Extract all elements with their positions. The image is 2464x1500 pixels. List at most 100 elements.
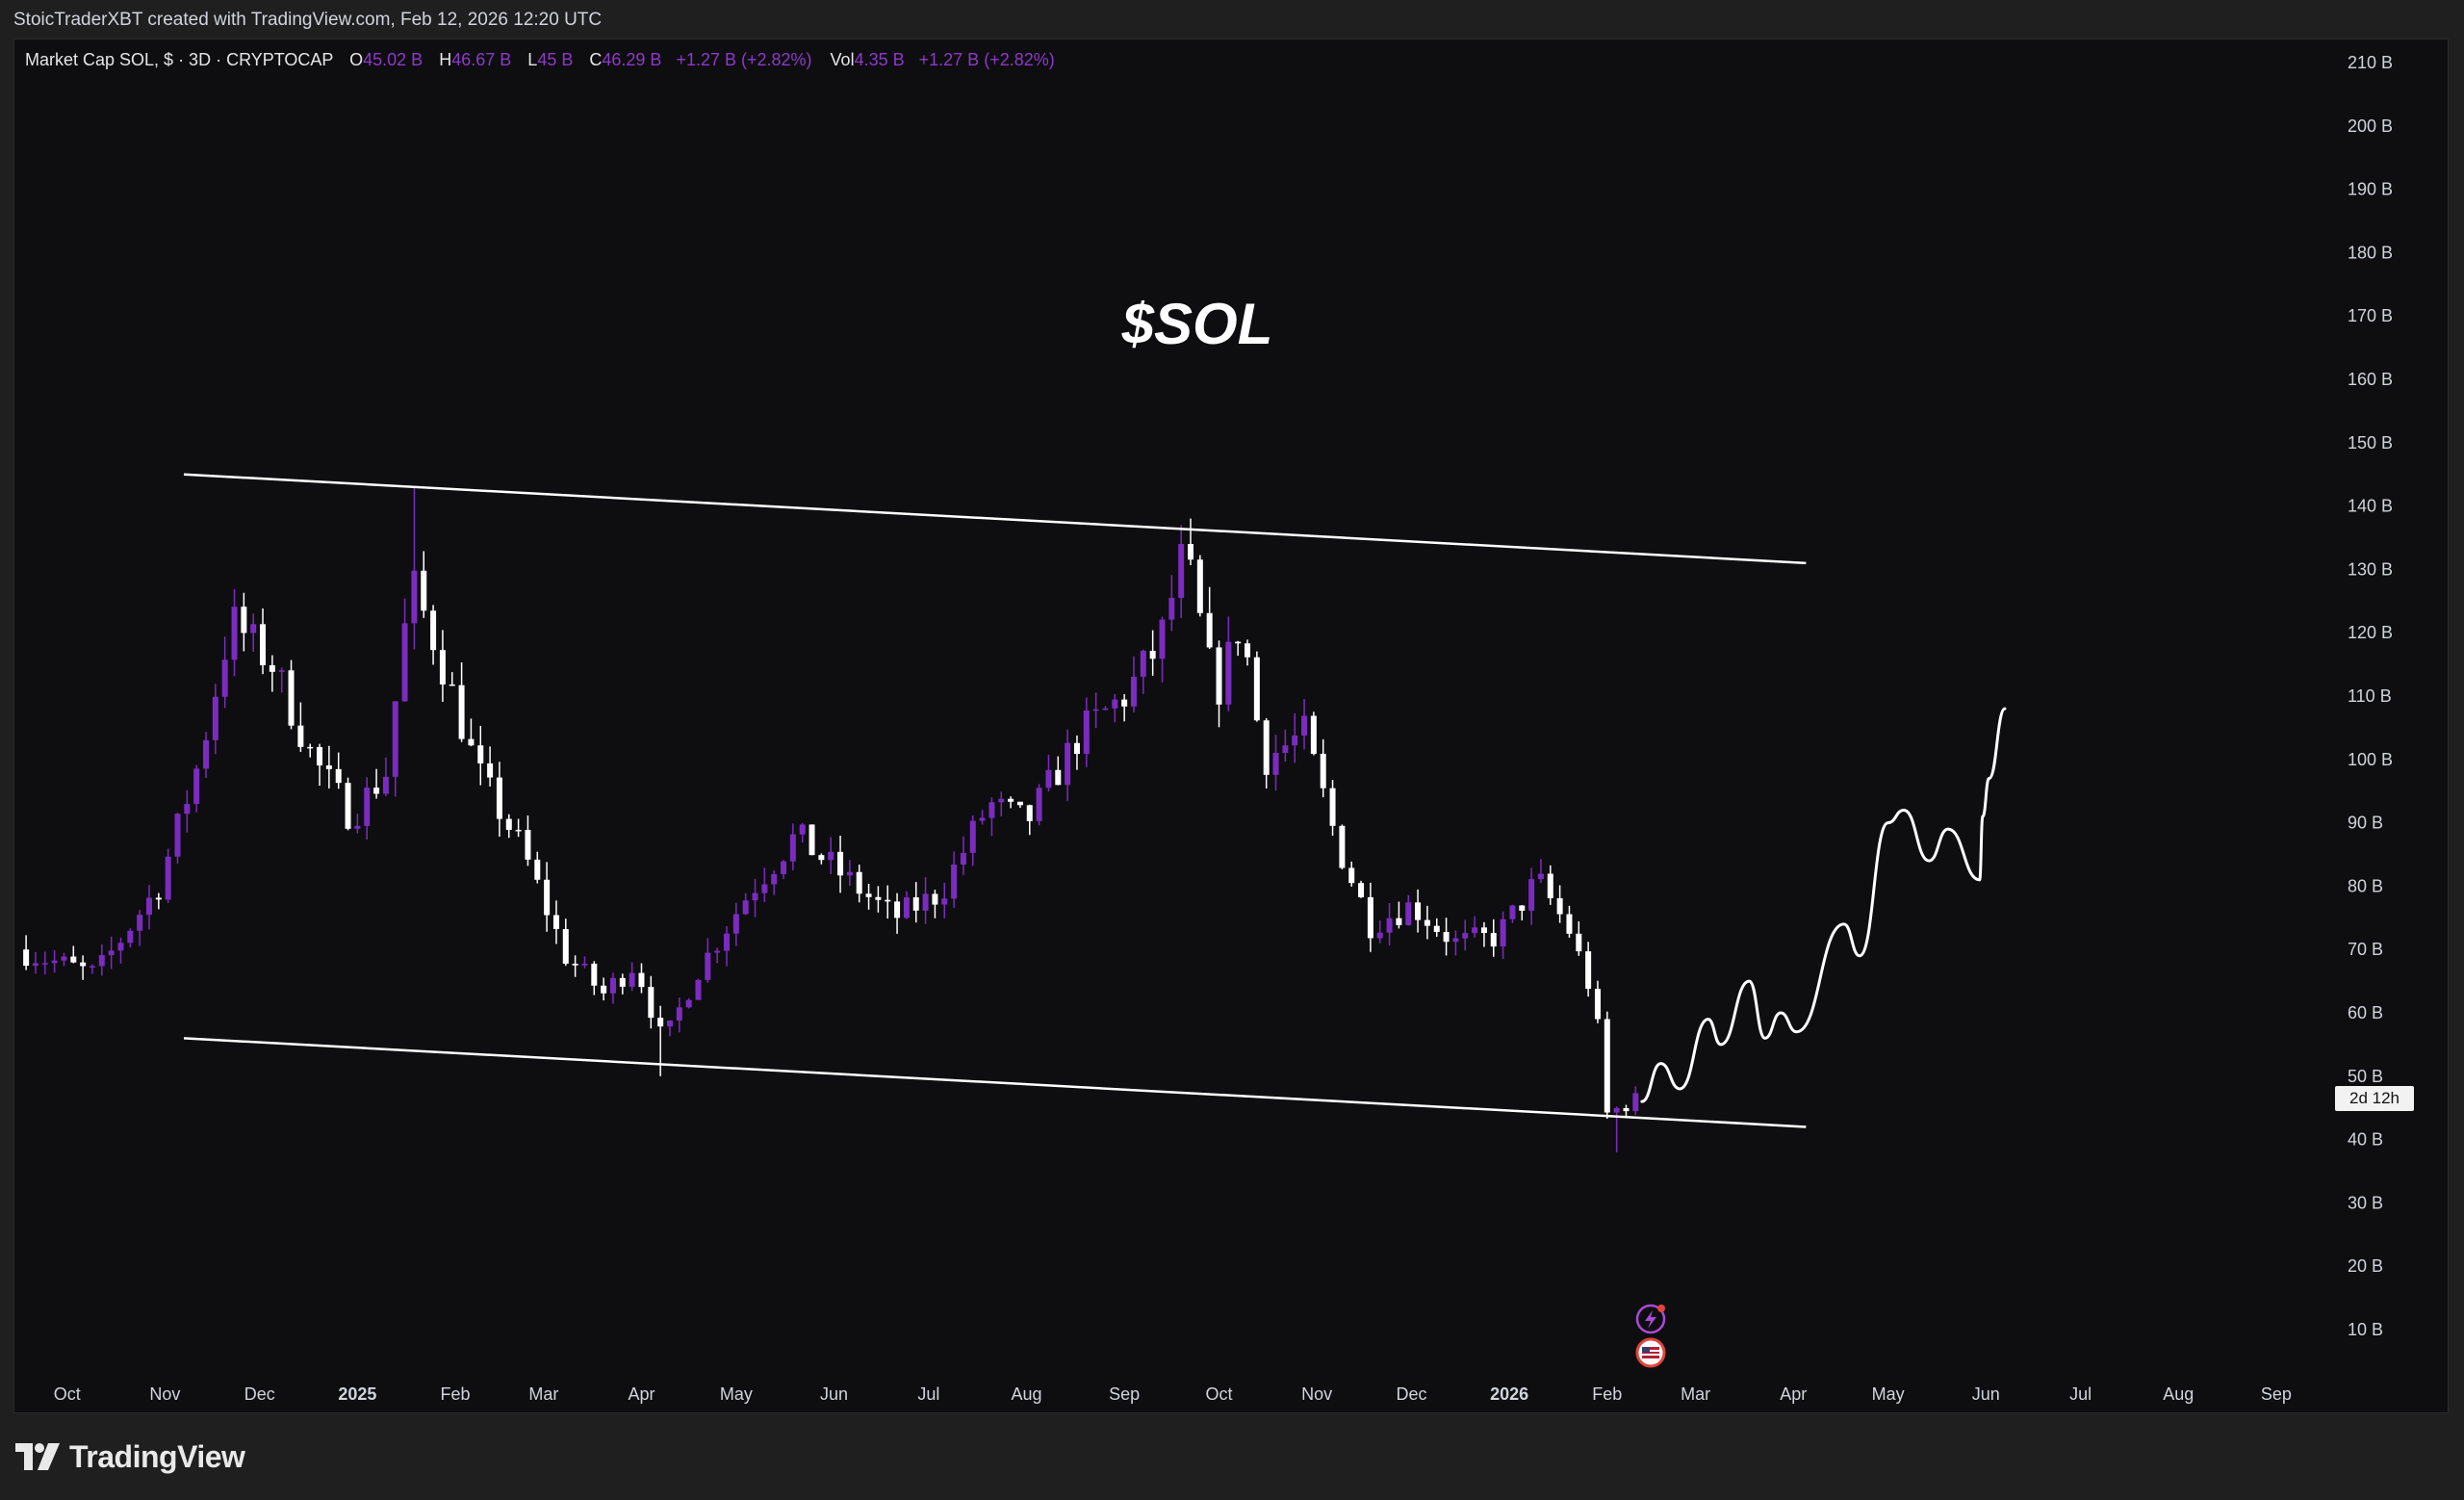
y-tick-label: 190 B	[2348, 180, 2393, 199]
candle-body	[676, 1007, 682, 1022]
candle-body	[297, 725, 304, 747]
bear-candle	[468, 718, 475, 747]
candle-body	[1188, 544, 1194, 560]
bear-candle	[912, 882, 919, 923]
x-tick-label: May	[720, 1384, 753, 1404]
bear-candle	[297, 702, 304, 753]
candle-body	[932, 893, 938, 905]
bear-candle	[1348, 861, 1355, 887]
candle-body	[487, 763, 494, 778]
candle-body	[430, 610, 437, 651]
bear-candle	[307, 743, 314, 758]
bull-candle	[1168, 575, 1175, 632]
bull-candle	[789, 823, 796, 870]
bear-candle	[1320, 738, 1326, 798]
x-tick-label: Jun	[820, 1384, 848, 1404]
tradingview-logo-icon	[15, 1443, 60, 1470]
candle-body	[468, 738, 475, 746]
candle-body	[98, 955, 105, 967]
candle-body	[1480, 927, 1487, 934]
candle-body	[1121, 699, 1128, 707]
candle-body	[1604, 1019, 1610, 1113]
bull-candle	[231, 589, 238, 677]
bear-candle	[932, 890, 938, 918]
candle-body	[1329, 788, 1336, 826]
candle-body	[1509, 905, 1516, 919]
bull-candle	[221, 636, 228, 709]
candle-body	[771, 873, 778, 885]
bear-candle	[477, 725, 484, 786]
bear-candle	[70, 945, 77, 964]
bull-candle	[203, 732, 210, 778]
candle-body	[846, 871, 853, 876]
candle-body	[477, 745, 484, 763]
bear-candle	[1490, 918, 1497, 957]
chart-area[interactable]	[13, 39, 2449, 1413]
candle-body	[761, 884, 768, 893]
candle-body	[496, 777, 502, 819]
tradingview-logo[interactable]: TradingView	[15, 1435, 245, 1479]
candle-body	[193, 768, 200, 805]
candle-body	[1292, 735, 1298, 746]
candle-body	[1008, 798, 1014, 802]
bull-candle	[1102, 706, 1109, 711]
bull-candle	[98, 944, 105, 976]
bull-candle	[1292, 712, 1298, 763]
candle-body	[894, 901, 901, 918]
chart-title: $SOL	[1121, 292, 1273, 356]
time-axis: Oct Nov Dec 2025 Feb Mar Apr May Jun Jul Aug Sep Oct…	[54, 1384, 2292, 1404]
bull-candle	[960, 836, 966, 875]
us-flag-event-icon[interactable]	[1635, 1337, 1666, 1368]
bear-candle	[1216, 640, 1222, 728]
bear-candle	[619, 973, 626, 995]
candle-body	[865, 893, 872, 897]
bull-candle	[1282, 729, 1289, 763]
y-tick-label: 160 B	[2348, 370, 2393, 389]
candle-body	[325, 765, 332, 769]
x-tick-label: Oct	[54, 1384, 81, 1404]
candle-body	[145, 897, 152, 916]
bull-candle	[1112, 693, 1118, 723]
candle-body	[609, 977, 616, 994]
bear-candle	[591, 961, 598, 996]
legend-open-value: 45.02 B	[363, 50, 424, 69]
bear-candle	[1206, 586, 1213, 649]
bull-candle	[609, 972, 616, 1004]
candle-body	[1528, 879, 1535, 911]
candle-body	[724, 933, 731, 951]
candle-body	[951, 864, 958, 899]
candle-body	[1168, 597, 1175, 620]
candle-body	[828, 851, 834, 861]
bull-candle	[51, 949, 58, 973]
bear-candle	[23, 935, 30, 970]
bear-candle	[572, 955, 578, 977]
lightning-event-icon[interactable]	[1635, 1304, 1666, 1334]
candle-body	[1045, 769, 1052, 789]
bear-candle	[345, 777, 351, 831]
bull-candle	[1613, 1106, 1620, 1152]
bear-candle	[1594, 980, 1601, 1023]
bear-candle	[562, 918, 569, 967]
bull-candle	[771, 869, 778, 895]
bear-candle	[1188, 518, 1194, 566]
legend-symbol[interactable]: Market Cap SOL, $ · 3D · CRYPTOCAP	[25, 50, 334, 69]
candle-body	[1320, 753, 1326, 789]
credit-text: StoicTraderXBT created with TradingView.…	[13, 10, 603, 30]
candle-body	[903, 897, 910, 918]
bear-candle	[1121, 693, 1128, 722]
candle-body	[1490, 933, 1497, 947]
bull-candle	[799, 822, 806, 843]
candle-body	[742, 900, 749, 915]
chart-canvas[interactable]: 210 B 200 B 190 B 180 B 170 B 160 B 150 B 140 B…	[0, 0, 2464, 1413]
bear-candle	[1026, 804, 1033, 836]
bull-candle	[193, 764, 200, 813]
candle-body	[619, 977, 626, 987]
x-tick-label: Dec	[1397, 1384, 1427, 1404]
x-tick-label: Apr	[628, 1384, 654, 1404]
y-tick-label: 100 B	[2348, 750, 2393, 769]
bull-candle	[1509, 904, 1516, 923]
bear-candle	[458, 662, 465, 742]
y-tick-label: 20 B	[2348, 1256, 2383, 1276]
legend-open-label: O	[349, 50, 364, 69]
bear-candle	[525, 815, 531, 866]
